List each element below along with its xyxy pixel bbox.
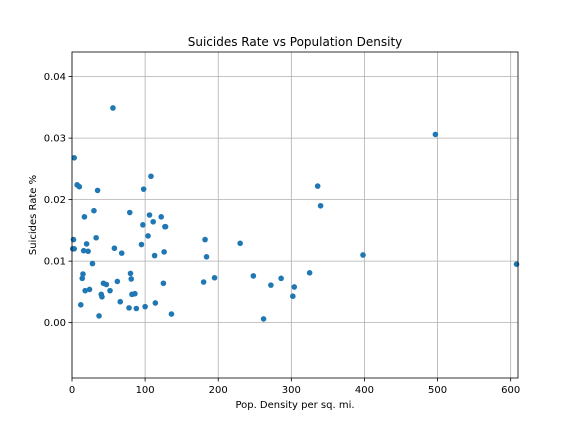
data-point	[306, 270, 313, 276]
data-point	[110, 105, 116, 111]
data-point	[128, 276, 135, 282]
data-point	[140, 186, 147, 192]
data-point	[158, 214, 164, 220]
data-point	[69, 246, 76, 252]
data-point	[80, 271, 86, 277]
data-point	[140, 222, 146, 228]
data-point	[133, 305, 140, 312]
plot-frame	[71, 51, 519, 379]
x-axis-label: Pop. Density per sq. mi.	[235, 400, 354, 411]
data-point	[260, 316, 267, 322]
data-point	[99, 294, 105, 300]
data-point	[150, 218, 156, 225]
data-point	[513, 261, 520, 268]
data-point	[168, 311, 175, 317]
data-point	[79, 275, 86, 282]
data-point	[83, 241, 90, 247]
data-point	[111, 245, 118, 252]
data-point	[360, 252, 366, 258]
data-point	[432, 131, 439, 138]
data-point	[138, 241, 145, 248]
data-point	[77, 302, 84, 308]
data-point	[76, 183, 83, 190]
y-axis-label: Suicides Rate %	[28, 175, 39, 255]
data-point	[96, 313, 102, 319]
x-axis-ticks: 0 100 200 300 400 500 600	[69, 378, 520, 396]
y-tick-label: 0.04	[44, 72, 66, 83]
data-point	[91, 207, 97, 214]
data-point	[202, 236, 208, 243]
data-point	[250, 273, 257, 279]
data-point	[314, 183, 321, 189]
data-point	[70, 236, 77, 243]
grid	[71, 52, 518, 378]
x-tick-label: 100	[136, 385, 155, 396]
x-tick-label: 300	[282, 385, 301, 396]
data-point	[71, 154, 77, 161]
data-point	[114, 278, 121, 285]
data-point	[132, 290, 138, 297]
x-tick-label: 200	[209, 385, 228, 396]
x-tick-label: 600	[501, 385, 520, 396]
data-points	[69, 105, 520, 322]
data-point	[278, 275, 284, 282]
y-axis-ticks: 0.00 0.01 0.02 0.03 0.04	[44, 72, 72, 329]
x-tick-label: 0	[69, 385, 75, 396]
y-tick-label: 0.03	[44, 134, 66, 145]
data-point	[317, 202, 324, 209]
data-point	[211, 274, 218, 281]
data-point	[85, 248, 91, 255]
data-point	[161, 249, 167, 255]
data-point	[80, 247, 87, 254]
data-point	[200, 279, 207, 285]
data-point	[203, 254, 210, 260]
data-point	[81, 214, 88, 220]
data-point	[160, 280, 167, 287]
data-point	[126, 209, 133, 216]
data-point	[103, 281, 110, 288]
data-point	[127, 270, 134, 277]
data-point	[126, 305, 132, 311]
data-point	[152, 300, 159, 306]
chart-title: Suicides Rate vs Population Density	[188, 35, 403, 49]
data-point	[268, 282, 274, 288]
data-point	[146, 212, 153, 218]
data-point	[145, 233, 151, 239]
data-point	[107, 287, 113, 294]
data-point	[118, 250, 125, 256]
x-tick-label: 500	[428, 385, 447, 396]
data-point	[94, 187, 101, 194]
data-point	[117, 298, 124, 305]
data-point	[290, 293, 296, 299]
data-point	[291, 284, 298, 290]
data-point	[93, 234, 99, 241]
y-tick-label: 0.01	[44, 257, 66, 268]
data-point	[89, 260, 96, 267]
data-point	[82, 287, 88, 294]
data-point	[142, 303, 148, 310]
data-point	[237, 240, 243, 247]
y-tick-label: 0.00	[44, 318, 66, 329]
y-tick-label: 0.02	[44, 195, 66, 206]
data-point	[148, 173, 154, 180]
data-point	[151, 252, 158, 259]
data-point	[162, 223, 169, 230]
data-point	[86, 286, 93, 293]
x-tick-label: 400	[355, 385, 374, 396]
